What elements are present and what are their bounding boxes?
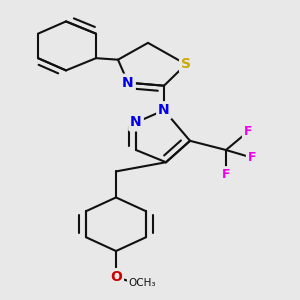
Text: S: S <box>181 57 191 71</box>
Text: N: N <box>130 116 142 129</box>
Text: N: N <box>158 103 170 117</box>
Text: F: F <box>248 151 256 164</box>
Text: F: F <box>222 168 230 181</box>
Text: N: N <box>122 76 134 90</box>
Text: OCH₃: OCH₃ <box>128 278 155 288</box>
Text: O: O <box>110 270 122 284</box>
Text: F: F <box>244 125 252 138</box>
